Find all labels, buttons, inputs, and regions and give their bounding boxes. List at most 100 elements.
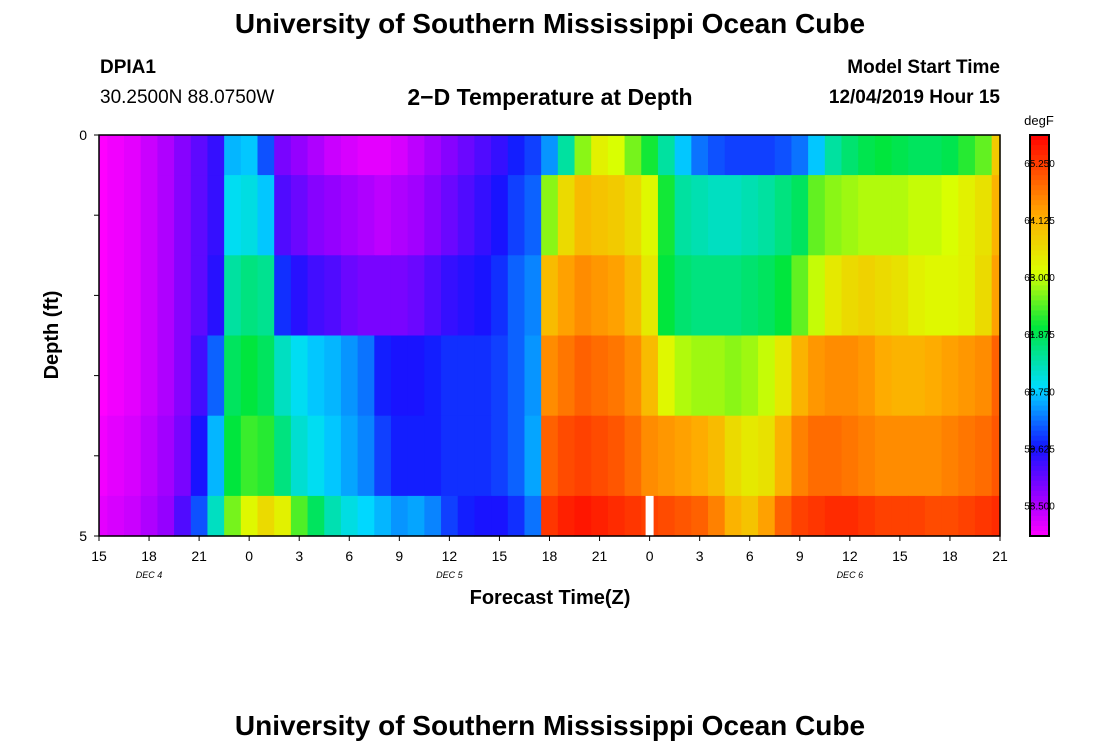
heatmap-cell <box>908 495 926 537</box>
heatmap-cell <box>874 495 893 537</box>
heatmap-cell <box>924 335 943 417</box>
colorbar-segment <box>1030 260 1049 266</box>
heatmap-cell <box>124 255 142 337</box>
top-title: University of Southern Mississippi Ocean… <box>234 8 866 39</box>
heatmap-cell <box>874 135 893 176</box>
colorbar-units: degF <box>1024 113 1054 128</box>
colorbar-segment <box>1030 370 1049 377</box>
heatmap-cell <box>107 495 125 537</box>
heatmap-cell <box>274 175 292 256</box>
heatmap-cell <box>824 335 843 417</box>
colorbar-segment <box>1030 215 1049 221</box>
heatmap-cell <box>708 495 726 537</box>
heatmap-cell <box>424 415 442 497</box>
colorbar-segment <box>1030 295 1049 302</box>
heatmap-cell <box>808 335 826 417</box>
heatmap-cell <box>708 135 726 176</box>
heatmap-cell <box>941 255 959 337</box>
heatmap-cell <box>858 415 876 497</box>
heatmap-cell <box>357 255 375 337</box>
colorbar: 65.250 64.125 63.000 61.875 60.750 59.625 58.5… <box>1024 134 1055 537</box>
heatmap-cell <box>791 415 809 497</box>
heatmap-cell <box>207 335 225 417</box>
heatmap-cell <box>541 135 559 176</box>
heatmap-cell <box>390 335 409 417</box>
heatmap-cell <box>624 415 642 497</box>
heatmap-cell <box>708 335 726 417</box>
heatmap-cell <box>991 135 1001 176</box>
heatmap-cell <box>657 255 676 337</box>
heatmap-cell <box>591 335 609 417</box>
heatmap-cell <box>541 415 559 497</box>
colorbar-segment <box>1030 425 1049 432</box>
heatmap-cell <box>824 255 843 337</box>
heatmap-cell <box>941 415 959 497</box>
heatmap-cell <box>374 335 392 417</box>
heatmap-cell <box>157 495 175 537</box>
colorbar-segment <box>1030 430 1049 437</box>
day-label: DEC 6 <box>837 570 864 580</box>
heatmap-cell <box>691 335 709 417</box>
colorbar-segment <box>1030 410 1049 417</box>
heatmap-cell <box>591 255 609 337</box>
x-tick-label: 21 <box>592 548 608 564</box>
heatmap-cell <box>357 135 375 176</box>
heatmap-cell <box>891 255 909 337</box>
heatmap-cell <box>124 175 142 256</box>
heatmap-cell <box>324 255 342 337</box>
heatmap-cell <box>607 255 626 337</box>
heatmap-cell <box>708 175 726 256</box>
heatmap-cell <box>140 495 158 537</box>
heatmap-cell <box>574 495 592 537</box>
heatmap-cell <box>441 255 459 337</box>
colorbar-segment <box>1030 195 1049 201</box>
heatmap-cell <box>841 335 859 417</box>
heatmap-cell <box>474 135 492 176</box>
colorbar-segment <box>1030 145 1049 151</box>
heatmap-cell <box>841 175 859 256</box>
colorbar-segment <box>1030 175 1049 181</box>
heatmap-cell <box>958 415 976 497</box>
heatmap-cell <box>808 255 826 337</box>
heatmap-cell <box>491 415 509 497</box>
heatmap-cell <box>274 415 292 497</box>
heatmap-cell <box>124 335 142 417</box>
heatmap-cell <box>908 135 926 176</box>
heatmap-cell <box>974 255 993 337</box>
heatmap-cell <box>307 415 325 497</box>
colorbar-segment <box>1030 520 1049 527</box>
heatmap-cell <box>407 335 425 417</box>
heatmap-cell <box>340 175 359 256</box>
heatmap-cell <box>991 175 1001 256</box>
heatmap-cell <box>390 495 409 537</box>
heatmap-cell <box>424 135 442 176</box>
colorbar-segment <box>1030 230 1049 236</box>
colorbar-segment <box>1030 405 1049 412</box>
heatmap-cell <box>257 335 275 417</box>
heatmap-cell <box>99 335 108 417</box>
heatmap-cell <box>691 175 709 256</box>
heatmap-cell <box>240 175 259 256</box>
heatmap-cell <box>207 255 225 337</box>
heatmap-cell <box>641 335 659 417</box>
x-tick-label: 3 <box>696 548 704 564</box>
colorbar-segment <box>1030 220 1049 226</box>
heatmap-cell <box>824 415 843 497</box>
heatmap-cell <box>724 255 742 337</box>
heatmap-cell <box>107 255 125 337</box>
heatmap-cell <box>99 495 108 537</box>
heatmap-cell <box>541 335 559 417</box>
heatmap-cell <box>140 335 158 417</box>
heatmap-cell <box>974 415 993 497</box>
heatmap-cell <box>107 135 125 176</box>
plot-title: 2−D Temperature at Depth <box>407 84 693 110</box>
colorbar-segment <box>1030 490 1049 497</box>
heatmap-cell <box>541 255 559 337</box>
heatmap-cell <box>624 135 642 176</box>
colorbar-segment <box>1030 235 1049 241</box>
colorbar-segment <box>1030 170 1049 176</box>
heatmap-cell <box>758 175 776 256</box>
heatmap-cell <box>958 175 976 256</box>
heatmap-cell <box>207 415 225 497</box>
heatmap-cell <box>124 135 142 176</box>
